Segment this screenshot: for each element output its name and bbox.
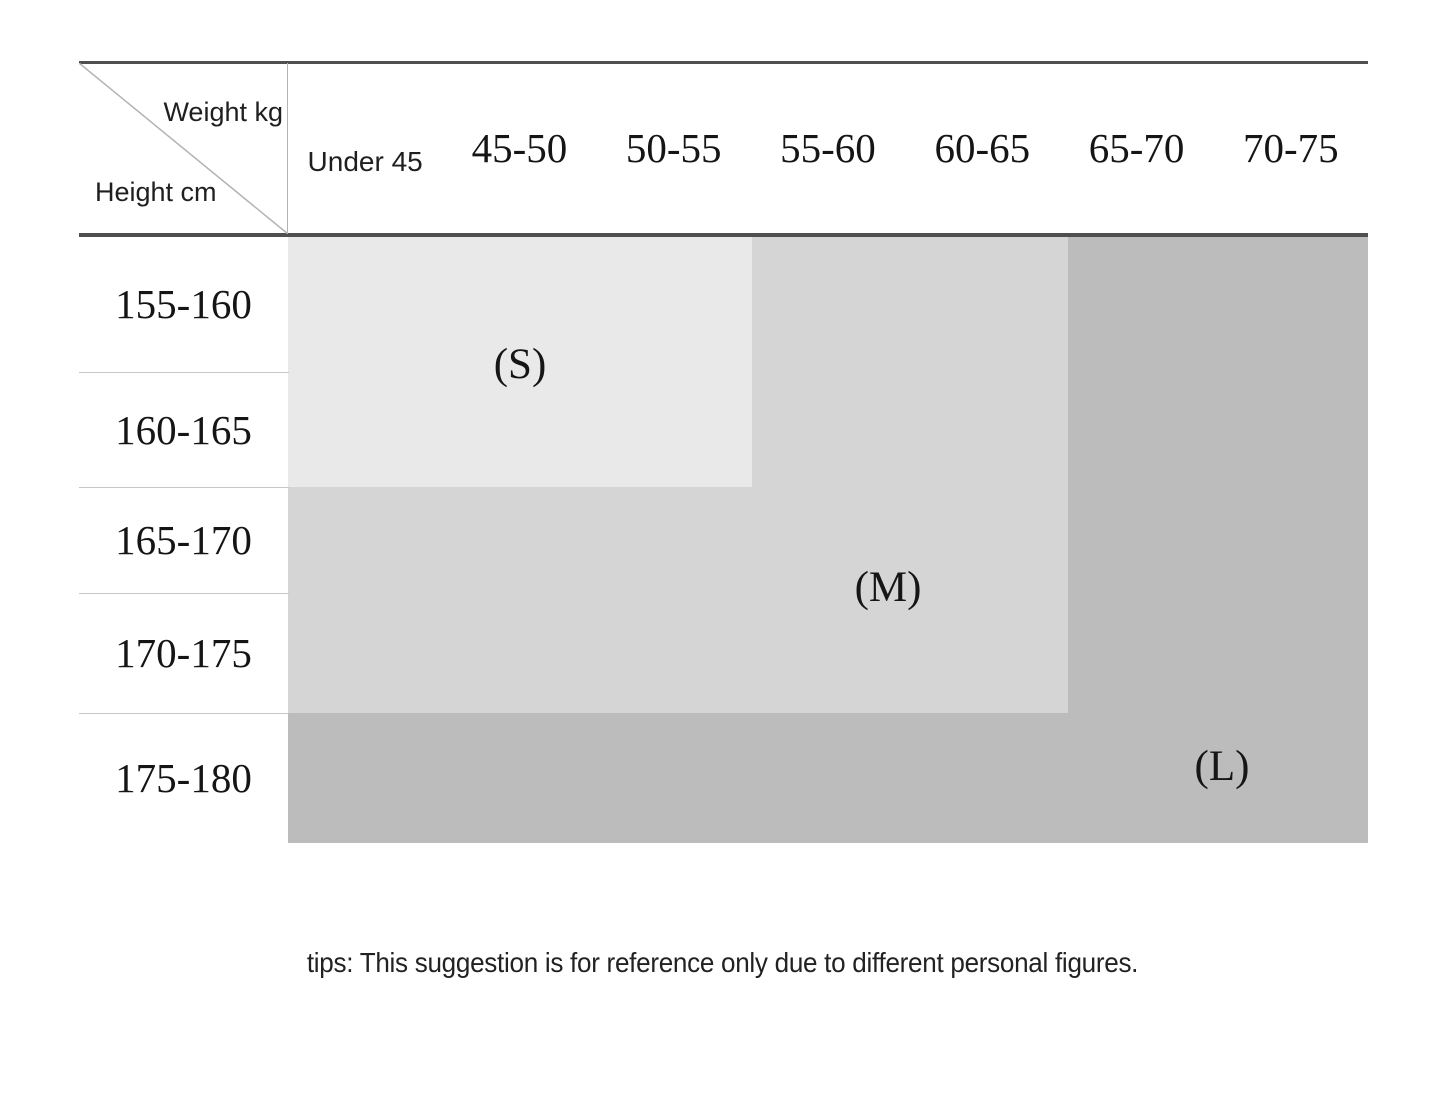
weight-axis-label: Weight kg	[163, 97, 283, 127]
corner-vertical-divider	[287, 63, 288, 233]
weight-col-header-under45: Under 45	[307, 146, 423, 177]
size-label-m: (M)	[854, 563, 922, 611]
weight-col-header-55-60: 55-60	[780, 125, 876, 171]
height-row-label-175-180: 175-180	[115, 755, 252, 801]
size-label-l: (L)	[1194, 742, 1250, 790]
row-separator	[79, 593, 289, 594]
row-separator	[79, 713, 289, 714]
row-separator	[79, 372, 289, 373]
weight-header-row: Under 45 45-50 50-55 55-60 60-65 65-70 7…	[288, 63, 1368, 233]
weight-col-header-45-50: 45-50	[471, 125, 568, 171]
height-row-label-155-160: 155-160	[115, 280, 252, 327]
weight-col-header-70-75: 70-75	[1243, 125, 1339, 171]
weight-col-header-60-65: 60-65	[934, 125, 1031, 171]
weight-col-header-65-70: 65-70	[1088, 125, 1185, 171]
height-row-label-170-175: 170-175	[115, 630, 252, 676]
tips-note: tips: This suggestion is for reference o…	[306, 947, 1139, 978]
size-label-s: (S)	[493, 340, 547, 388]
weight-col-header-50-55: 50-55	[625, 125, 722, 171]
header-bottom-rule	[79, 233, 1368, 237]
height-row-label-165-170: 165-170	[115, 517, 252, 563]
height-row-label-160-165: 160-165	[115, 406, 252, 453]
size-region-s	[288, 237, 752, 487]
height-axis-label: Height cm	[95, 177, 217, 207]
corner-diagonal-line	[79, 63, 288, 234]
row-separator	[79, 487, 289, 488]
table-top-rule	[79, 61, 1368, 64]
